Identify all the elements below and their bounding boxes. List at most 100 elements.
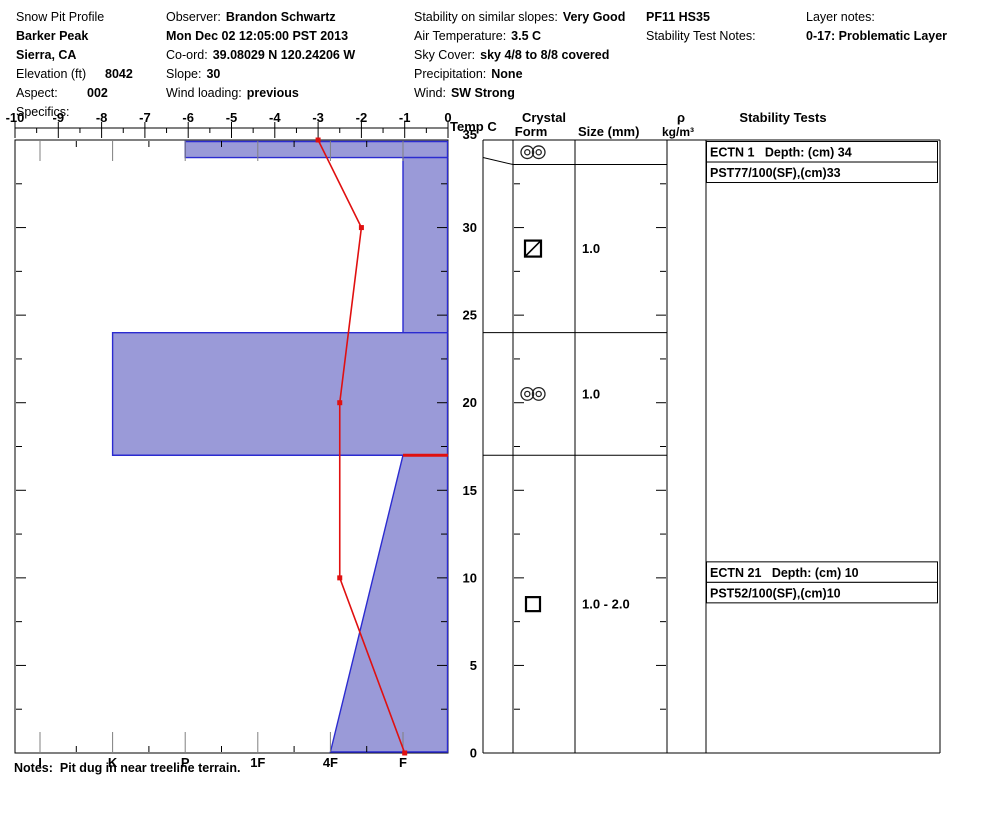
double-rings-icon [520, 145, 535, 160]
wind-label: Wind: [414, 86, 446, 100]
temp-axis-title: Temp C [450, 119, 497, 134]
density-header: ρ [677, 110, 685, 125]
datetime-row: Mon Dec 02 12:05:00 PST 2013 [166, 27, 355, 46]
form-header: Form [515, 124, 548, 139]
layer-connector-line [482, 157, 514, 166]
depth-axis-label: 25 [463, 308, 477, 323]
stability-test-text: PST77/100(SF),(cm)33 [710, 166, 841, 180]
observer-row: Observer: Brandon Schwartz [166, 8, 355, 27]
temperature-point [358, 225, 364, 231]
snow-layer [184, 140, 449, 159]
header-col-observation: Observer: Brandon Schwartz Mon Dec 02 12:… [166, 8, 355, 103]
open-square-icon [524, 596, 542, 613]
stability-row: Stability on similar slopes: Very Good [414, 8, 625, 27]
coord-row: Co-ord: 39.08029 N 120.24206 W [166, 46, 355, 65]
sky-label: Sky Cover: [414, 48, 476, 62]
double-rings-icon [535, 390, 542, 398]
size-header: Size (mm) [578, 124, 639, 139]
temp-axis-tick-label: -3 [312, 110, 324, 125]
header-col-layernotes: Layer notes: 0-17: Problematic Layer [806, 8, 947, 46]
site-name: Barker Peak [16, 27, 133, 46]
site-elevation: Elevation (ft) 8042 [16, 65, 133, 84]
air-temp-row: Air Temperature: 3.5 C [414, 27, 625, 46]
stability-test-box [706, 581, 938, 604]
temperature-point [337, 575, 343, 581]
temp-axis-tick-label: -5 [226, 110, 238, 125]
sky-value: sky 4/8 to 8/8 covered [480, 48, 610, 62]
temperature-point [337, 400, 343, 406]
specifics-label: Specifics: [16, 105, 70, 119]
sky-row: Sky Cover: sky 4/8 to 8/8 covered [414, 46, 625, 65]
double-rings-icon [524, 149, 531, 156]
slope-value: 30 [206, 67, 221, 81]
observer-value: Brandon Schwartz [225, 10, 336, 24]
header-col-site: Snow Pit Profile Barker Peak Sierra, CA … [16, 8, 133, 122]
snow-layer [329, 454, 449, 753]
depth-axis-label: 5 [470, 658, 477, 673]
aspect-value: 002 [87, 86, 108, 100]
report-title: Snow Pit Profile [16, 8, 133, 27]
wind-row: Wind: SW Strong [414, 84, 625, 103]
notes-label: Notes: [14, 761, 53, 775]
notes-text: Pit dug in near treeline terrain. [59, 761, 241, 775]
grain-size-value: 1.0 - 2.0 [582, 597, 630, 612]
site-location: Sierra, CA [16, 46, 133, 65]
pit-code-value: PF11 HS35 [646, 10, 710, 24]
site-specifics: Specifics: [16, 103, 133, 122]
stability-test-box [706, 161, 938, 184]
stability-test-text: PST52/100(SF),(cm)10 [710, 586, 841, 600]
snow-layer [402, 156, 449, 334]
layer-notes-value-row: 0-17: Problematic Layer [806, 27, 947, 46]
aspect-label: Aspect: [16, 86, 58, 100]
header-col-conditions: Stability on similar slopes: Very Good Ai… [414, 8, 625, 103]
square-diagonal-icon [525, 241, 541, 257]
temp-axis-tick-label: 0 [444, 110, 451, 125]
depth-axis-label: 15 [463, 483, 477, 498]
observer-label: Observer: [166, 10, 221, 24]
hardness-axis-label: F [399, 755, 407, 770]
depth-axis-label: 35 [463, 127, 477, 142]
hardness-axis-label: 1F [250, 755, 265, 770]
temp-axis-tick-label: -6 [182, 110, 194, 125]
stability-test-text: ECTN 1 Depth: (cm) 34 [710, 146, 852, 160]
hardness-axis-label: I [38, 755, 42, 770]
double-rings-icon [535, 149, 542, 156]
depth-axis-label: 20 [463, 395, 477, 410]
stability-tests-header: Stability Tests [739, 110, 826, 125]
site-aspect: Aspect: 002 [16, 84, 133, 103]
temp-axis-tick-label: -8 [96, 110, 108, 125]
layer-notes-value: 0-17: Problematic Layer [806, 29, 948, 43]
depth-axis-label: 30 [463, 220, 477, 235]
layer-notes-row: Layer notes: [806, 8, 947, 27]
temp-axis-tick-label: -7 [139, 110, 151, 125]
hardness-axis-label: K [108, 755, 118, 770]
stability-label: Stability on similar slopes: [414, 10, 558, 24]
stability-value: Very Good [562, 10, 626, 24]
elevation-value: 8042 [105, 67, 133, 81]
wind-loading-label: Wind loading: [166, 86, 242, 100]
hardness-axis-label: P [181, 755, 190, 770]
header-col-pitcode: PF11 HS35 Stability Test Notes: [646, 8, 761, 46]
report-title-text: Snow Pit Profile [16, 10, 105, 24]
slope-row: Slope: 30 [166, 65, 355, 84]
coord-label: Co-ord: [166, 48, 208, 62]
double-rings-icon [531, 387, 546, 401]
temp-axis-tick-label: -1 [399, 110, 411, 125]
precip-row: Precipitation: None [414, 65, 625, 84]
coord-value: 39.08029 N 120.24206 W [212, 48, 356, 62]
hardness-axis-label: 4F [323, 755, 338, 770]
double-rings-icon [531, 145, 546, 160]
density-unit-header: kg/m³ [662, 125, 694, 139]
wind-loading-value: previous [246, 86, 299, 100]
temp-axis-tick-label: -10 [6, 110, 25, 125]
crystal-header: Crystal [522, 110, 566, 125]
square-diagonal-icon [523, 239, 543, 258]
stability-test-text: ECTN 21 Depth: (cm) 10 [710, 566, 859, 580]
precip-label: Precipitation: [414, 67, 487, 81]
site-location-text: Sierra, CA [16, 48, 77, 62]
slope-label: Slope: [166, 67, 202, 81]
air-temp-label: Air Temperature: [414, 29, 507, 43]
site-name-text: Barker Peak [16, 29, 89, 43]
wind-value: SW Strong [450, 86, 515, 100]
